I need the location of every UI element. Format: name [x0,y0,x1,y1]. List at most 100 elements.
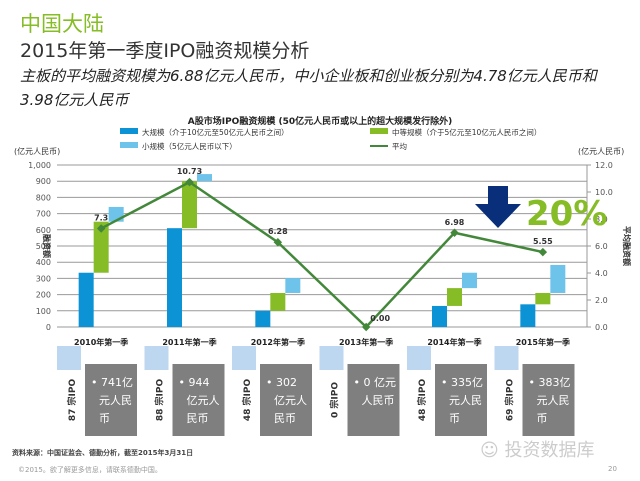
amount-text: 民币 [274,412,296,425]
chart-title: A股市场IPO融资规模 (50亿元人民币或以上的超大规模发行除外) [188,115,452,127]
summary-box [347,364,400,436]
y2-tick-label: 12.0 [595,161,613,170]
ipo-count: 48 宗IPO [241,379,253,422]
y2-tick-label: 10.0 [595,188,613,197]
watermark: ☺ 投资数据库 [480,436,595,462]
average-line-path [100,180,544,329]
data-label: 0.00 [370,314,390,323]
average-point [185,177,194,187]
bar-large [255,310,271,327]
region-heading: 中国大陆 [20,12,104,36]
x-tick-label: 2011年第一季 [162,337,217,347]
page-number: 20 [608,465,617,473]
x-tick-label: 2013年第一季 [339,337,394,347]
data-label: 6.28 [268,227,288,236]
summary-box [172,364,225,436]
amount-text: 币 [537,412,548,425]
bar-small [462,272,477,289]
page-title: 2015年第一季度IPO融资规模分析 [20,40,310,62]
down-arrow-icon [475,186,521,228]
bar-medium [93,221,109,273]
amount-text: 亿元人 [274,394,307,407]
legend: 大规模（介于10亿元至50亿元人民币之间） 小规模（5亿元人民币以下） 中等规模（介… [120,127,541,151]
subtitle: 主板的平均融资规模为6.88亿元人民币，中小企业板和创业板分别为4.78亿元人民… [20,67,597,109]
y2-tick-label: 0.0 [595,323,608,332]
y-tick-label: 600 [36,226,51,235]
y-axis-label: 融资额 [42,234,52,258]
data-label: 5.55 [533,237,553,246]
y2-tick-label: 4.0 [595,269,608,278]
legend-label: 小规模（5亿元人民币以下） [142,141,237,151]
summary-box [260,364,312,436]
summary-swatch [232,346,256,370]
x-tick-label: 2014年第一季 [427,337,482,347]
legend-swatch [120,142,138,148]
summary-swatch [144,346,169,370]
y-tick-label: 0 [46,323,51,332]
legend-swatch [120,128,138,134]
average-point [538,247,548,257]
summary-box [85,364,137,436]
y-tick-label: 500 [36,242,51,251]
y-tick-label: 800 [36,193,51,202]
data-label: 6.98 [445,218,465,227]
amount-text: • 741亿 [91,376,133,389]
average-point [273,237,283,247]
x-tick-label: 2012年第一季 [251,337,306,347]
bar-large [520,304,536,327]
amount-text: • 0 亿元 [354,376,396,389]
summary-swatch [319,346,344,370]
amount-text: 元人民 [537,394,570,407]
amount-text: 亿元人 [187,394,220,407]
bar-large [432,305,447,327]
data-label: 7.3 [94,213,108,222]
summary-box [522,364,575,436]
percent-change: 20% [526,194,607,234]
y2-tick-label: 6.0 [595,242,608,251]
bar-medium [270,292,286,311]
y2-tick-label: 2.0 [595,296,608,305]
source-note: 资料来源：中国证监会、德勤分析，截至2015年3月31日 [12,449,194,457]
amount-text: 人民币 [362,394,395,407]
legend-label: 平均 [392,141,407,151]
bars: 2010年第一季 2011年第一季 2012年第一季 2013年第一季 2014年第一季… [74,174,571,347]
ipo-count: 87 宗IPO [66,379,78,422]
x-tick-label: 2010年第一季 [74,337,129,347]
y-tick-label: 400 [36,258,51,267]
summary-swatch [57,346,81,370]
amount-text: 币 [449,412,460,425]
bar-small [197,174,212,182]
amount-text: • 383亿 [529,376,571,389]
y-tick-label: 1,000 [28,161,51,170]
bar-medium [447,288,462,306]
watermark-text: 投资数据库 [504,440,595,461]
average-point [361,322,371,332]
bar-medium [182,181,197,229]
legend-label: 大规模（介于10亿元至50亿元人民币之间） [142,127,289,137]
ipo-count: 48 宗IPO [416,379,428,422]
grid: 0 100 200 300 400 500 600 700 800 900 1,000 0.0 2.0 4… [28,161,632,332]
y-tick-label: 700 [36,210,51,219]
bar-large [78,272,94,327]
wechat-icon: ☺ [480,440,499,461]
data-label: 10.73 [177,167,202,176]
y2-axis-label: 平均融资额 [622,226,632,266]
y-tick-label: 900 [36,177,51,186]
ipo-count: 69 宗IPO [504,379,516,422]
y2-tick-label: 8.0 [595,215,608,224]
amount-text: 币 [99,412,110,425]
y2-axis-unit: (亿元人民币) [578,146,624,156]
amount-text: • 335亿 [441,376,483,389]
x-tick-label: 2015年第一季 [516,337,571,347]
y-tick-label: 200 [36,291,51,300]
amount-text: • 302 [266,376,297,389]
legend-swatch [370,128,388,134]
annotation: 20% [475,186,607,234]
ipo-count: 88 宗IPO [154,379,166,422]
bar-small [285,278,301,293]
ipo-count: 0 宗IPO [329,382,341,418]
amount-text: 元人民 [449,394,482,407]
